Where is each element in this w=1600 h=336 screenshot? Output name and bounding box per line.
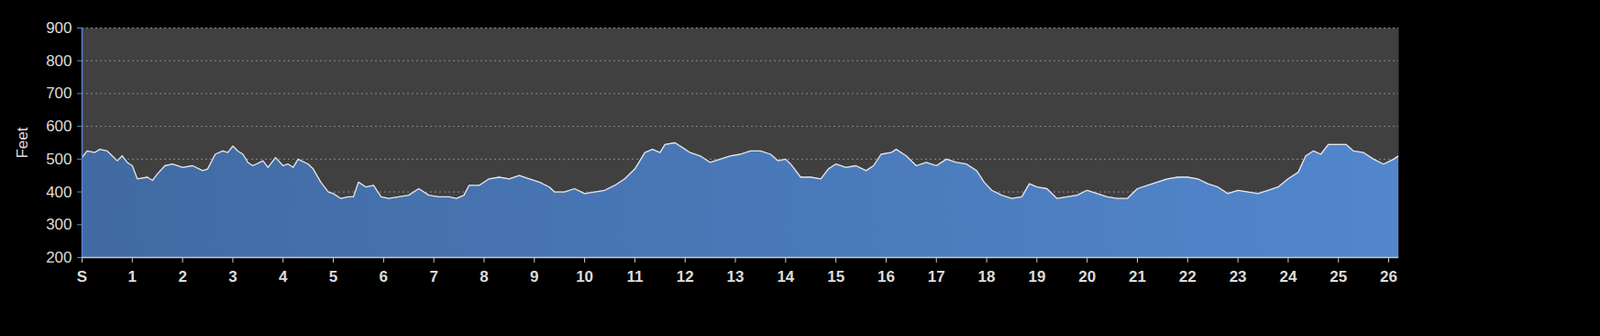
svg-text:20: 20	[1078, 267, 1096, 286]
svg-text:1: 1	[128, 267, 137, 286]
svg-text:500: 500	[45, 150, 72, 168]
svg-text:24: 24	[1279, 267, 1297, 286]
svg-text:9: 9	[529, 267, 539, 286]
svg-text:13: 13	[727, 267, 745, 286]
svg-text:2: 2	[177, 267, 187, 286]
svg-text:4: 4	[278, 267, 288, 286]
svg-text:15: 15	[827, 267, 845, 286]
svg-text:17: 17	[927, 267, 946, 286]
svg-text:26: 26	[1379, 267, 1398, 286]
svg-text:600: 600	[45, 117, 72, 135]
svg-text:7: 7	[429, 267, 438, 286]
svg-text:300: 300	[45, 215, 72, 233]
svg-text:6: 6	[379, 267, 388, 286]
svg-text:5: 5	[329, 267, 338, 286]
svg-text:10: 10	[575, 267, 594, 286]
svg-text:3: 3	[228, 267, 237, 286]
svg-text:23: 23	[1229, 267, 1247, 286]
svg-text:16: 16	[877, 267, 895, 286]
svg-text:25: 25	[1329, 267, 1347, 286]
svg-text:200: 200	[45, 248, 72, 266]
svg-text:800: 800	[45, 52, 72, 70]
svg-text:Feet: Feet	[13, 126, 32, 158]
svg-text:18: 18	[978, 267, 996, 286]
svg-text:900: 900	[45, 19, 72, 37]
svg-text:19: 19	[1027, 267, 1046, 286]
svg-text:400: 400	[45, 183, 72, 201]
svg-text:22: 22	[1179, 267, 1197, 286]
svg-text:8: 8	[479, 267, 488, 286]
svg-text:11: 11	[626, 267, 643, 286]
svg-text:21: 21	[1128, 267, 1147, 286]
svg-text:700: 700	[45, 84, 72, 102]
svg-text:12: 12	[676, 267, 695, 286]
svg-text:S: S	[77, 267, 88, 286]
svg-text:14: 14	[776, 267, 795, 286]
